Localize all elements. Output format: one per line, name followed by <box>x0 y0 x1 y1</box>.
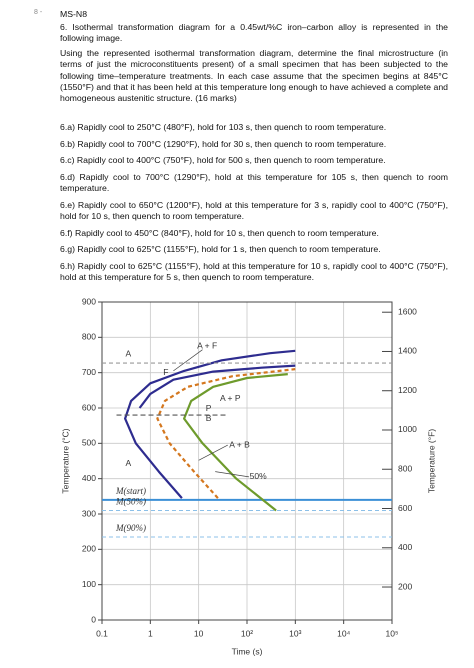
item: 6.b) Rapidly cool to 700°C (1290°F), hol… <box>60 138 387 149</box>
y-tick-label: 800 <box>82 332 96 342</box>
item: 6.e) Rapidly cool to 650°C (1200°F), hol… <box>60 199 448 221</box>
y-tick-label: 900 <box>82 296 96 306</box>
region-label: A + B <box>229 439 250 449</box>
x-tick-label: 10⁴ <box>337 628 350 638</box>
region-label: 50% <box>250 471 267 481</box>
item: 6.f) Rapidly cool to 450°C (840°F), hold… <box>60 227 379 238</box>
region-label: F <box>163 367 168 377</box>
transformation-curve <box>138 364 296 409</box>
y2-tick-label: 1200 <box>398 385 417 395</box>
question-marker: 8 - <box>34 9 43 16</box>
instructions: Using the represented isothermal transfo… <box>60 48 448 104</box>
y-tick-label: 400 <box>82 473 96 483</box>
x-tick-label: 1 <box>148 628 153 638</box>
x-tick-label: 10⁵ <box>386 628 399 638</box>
pointer <box>198 444 228 461</box>
y-tick-label: 600 <box>82 402 96 412</box>
x-tick-label: 10² <box>241 628 253 638</box>
y2-axis-title: Temperature (°F) <box>426 429 436 494</box>
item: 6.g) Rapidly cool to 625°C (1155°F), hol… <box>60 244 381 255</box>
y-axis-title: Temperature (°C) <box>60 428 70 493</box>
y2-tick-label: 800 <box>398 463 412 473</box>
region-label: A <box>125 458 131 468</box>
intro: 6. Isothermal transformation diagram for… <box>60 22 448 44</box>
heading: MS-N8 <box>60 9 88 19</box>
y-tick-label: 200 <box>82 544 96 554</box>
item-list: 6.a) Rapidly cool to 250°C (480°F), hold… <box>60 122 448 289</box>
y2-tick-label: 600 <box>398 503 412 513</box>
y-tick-label: 700 <box>82 367 96 377</box>
x-axis-title: Time (s) <box>232 646 263 656</box>
y-tick-label: 500 <box>82 438 96 448</box>
pointer <box>215 471 250 478</box>
x-tick-label: 10³ <box>289 628 301 638</box>
y2-tick-label: 1600 <box>398 306 417 316</box>
transformation-curve <box>124 349 296 499</box>
y2-tick-label: 1400 <box>398 346 417 356</box>
region-label: A <box>125 349 131 359</box>
region-label: A + F <box>197 340 217 350</box>
item: 6.a) Rapidly cool to 250°C (480°F), hold… <box>60 122 387 132</box>
region-label: A + P <box>220 393 241 403</box>
martensite-label: M(50%) <box>115 497 146 507</box>
martensite-label: M(start) <box>115 486 146 496</box>
item: 6.c) Rapidly cool to 400°C (750°F), hold… <box>60 155 386 166</box>
item: 6.h) Rapidly cool to 625°C (1155°F), hol… <box>60 260 448 283</box>
x-tick-label: 10 <box>194 628 204 638</box>
region-label: P <box>206 403 212 413</box>
y2-tick-label: 400 <box>398 542 412 552</box>
transformation-curve <box>183 373 288 512</box>
x-tick-label: 0.1 <box>96 628 108 638</box>
martensite-label: M(90%) <box>115 523 146 533</box>
ttt-diagram: 0.1 1 10 10² 10³ 10⁴ 10⁵ 0 100 200 300 400 500 600 700… <box>0 292 474 664</box>
item: 6.d) Rapidly cool to 700°C (1290°F), hol… <box>60 171 448 194</box>
y-tick-label: 100 <box>82 579 96 589</box>
y-tick-label: 300 <box>82 508 96 518</box>
pointer <box>173 349 203 372</box>
y2-tick-label: 1000 <box>398 424 417 434</box>
region-label: B <box>206 413 212 423</box>
plot-frame <box>101 301 393 621</box>
y2-tick-label: 200 <box>398 581 412 591</box>
y-tick-label: 0 <box>91 614 96 624</box>
transformation-curve <box>156 368 296 499</box>
